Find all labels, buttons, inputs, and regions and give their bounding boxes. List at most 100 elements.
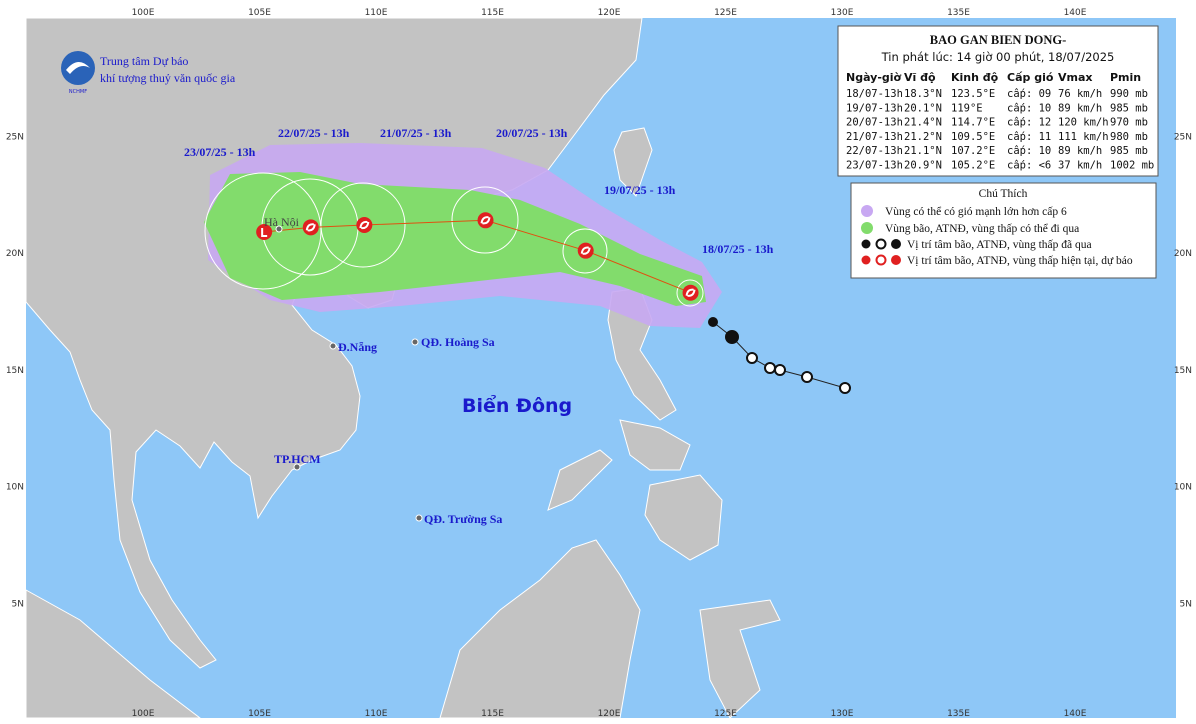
forecast-center xyxy=(477,212,494,229)
legend-icon xyxy=(875,254,887,266)
table-header: Pmin xyxy=(1110,71,1141,84)
storm-symbol xyxy=(480,216,491,225)
legend-icon xyxy=(861,239,871,249)
past-points xyxy=(708,317,851,394)
lon-label: 135E xyxy=(947,8,970,18)
lon-label: 115E xyxy=(481,8,504,18)
lat-label: 5N xyxy=(1180,599,1192,609)
storm-symbol xyxy=(305,223,316,232)
past-point xyxy=(839,382,851,394)
lat-label: 25N xyxy=(6,132,24,142)
org-name: Trung tâm Dự báo xyxy=(100,54,188,68)
past-point xyxy=(746,352,758,364)
lat-label: 15N xyxy=(1174,366,1192,376)
track-label: 23/07/25 - 13h xyxy=(184,145,256,159)
issue-time: Tin phát lúc: 14 giờ 00 phút, 18/07/2025 xyxy=(881,50,1115,64)
table-cell: 18/07-13h xyxy=(846,88,903,100)
logo-mark xyxy=(61,51,95,85)
past-point xyxy=(774,364,786,376)
table-cell: 107.2°E xyxy=(951,145,995,157)
table-cell: 89 km/h xyxy=(1058,145,1102,157)
forecast-center xyxy=(302,219,319,236)
radius-circle xyxy=(451,186,519,254)
past-point xyxy=(801,371,813,383)
lon-label: 140E xyxy=(1064,709,1087,719)
legend-panel xyxy=(850,182,1157,279)
sea-label: Biển Đông xyxy=(462,394,572,417)
table-cell: 20.1°N xyxy=(904,102,942,114)
table-cell: 105.2°E xyxy=(951,160,995,172)
legend: Chú Thích Vùng có thể có gió mạnh lớn hơ… xyxy=(850,182,1157,279)
table-header: Kinh độ xyxy=(951,71,999,84)
lon-label: 110E xyxy=(365,709,388,719)
forecast-track xyxy=(256,212,699,301)
lon-label: 115E xyxy=(481,709,504,719)
radius-circle xyxy=(676,279,704,307)
sulawesi xyxy=(699,599,781,719)
track-label: 18/07/25 - 13h xyxy=(702,242,774,256)
legend-title: Chú Thích xyxy=(979,188,1028,200)
table-cell: 120 km/h xyxy=(1058,117,1109,129)
lon-label: 130E xyxy=(831,709,854,719)
table-cell: 19/07-13h xyxy=(846,102,903,114)
lon-label: 100E xyxy=(132,709,155,719)
past-storm xyxy=(725,330,739,344)
table-cell: 1002 mb xyxy=(1110,160,1154,172)
table-cell: 970 mb xyxy=(1110,117,1148,129)
legend-item: Vùng bão, ATNĐ, vùng thấp có thể đi qua xyxy=(885,222,1079,235)
lat-label: 10N xyxy=(6,483,24,493)
info-box: BAO GAN BIEN DONG- Tin phát lúc: 14 giờ … xyxy=(837,25,1159,177)
forecast-center xyxy=(356,216,373,233)
table-cell: cấp: 11 xyxy=(1007,131,1051,143)
table-header: Ngày-giờ xyxy=(846,71,902,84)
table-cell: 22/07-13h xyxy=(846,145,903,157)
graticule-labels: 100E 100E 105E 105E 110E 110E 115E 115E 120E 120E… xyxy=(6,8,1192,719)
lon-label: 125E xyxy=(714,8,737,18)
city-dot xyxy=(329,342,337,350)
lat-label: 20N xyxy=(1174,249,1192,259)
forecast-center xyxy=(256,223,273,240)
table-cell: 18.3°N xyxy=(904,88,942,100)
table-cell: cấp: 10 xyxy=(1007,145,1051,157)
place-label: QĐ. Hoàng Sa xyxy=(421,335,495,349)
lon-label: 120E xyxy=(598,709,621,719)
table-header: Vĩ độ xyxy=(904,71,936,84)
table-cell: 21.1°N xyxy=(904,145,942,157)
storm-symbol xyxy=(685,288,696,297)
track-label: 21/07/25 - 13h xyxy=(380,126,452,140)
table-cell: 21.2°N xyxy=(904,131,942,143)
table-cell: 20.9°N xyxy=(904,160,942,172)
table-cell: 89 km/h xyxy=(1058,102,1102,114)
legend-icon xyxy=(875,238,887,250)
lat-label: 15N xyxy=(6,366,24,376)
lon-label: 125E xyxy=(714,709,737,719)
table-cell: 23/07-13h xyxy=(846,160,903,172)
forecast-center xyxy=(682,284,699,301)
logo-text: NCHMF xyxy=(69,89,87,95)
table-cell: 20/07-13h xyxy=(846,117,903,129)
org-name: khí tượng thuỷ văn quốc gia xyxy=(100,71,236,85)
table-header: Cấp gió xyxy=(1007,71,1054,84)
info-table: Ngày-giờ Vĩ độ Kinh độ Cấp gió Vmax Pmin 18/07… xyxy=(846,71,1154,172)
lon-label: 110E xyxy=(365,8,388,18)
table-cell: cấp: 10 xyxy=(1007,102,1051,114)
lat-label: 25N xyxy=(1174,132,1192,142)
city-dot xyxy=(411,338,419,346)
radius-circle xyxy=(562,228,608,274)
track-label: 19/07/25 - 13h xyxy=(604,183,676,197)
legend-swatch xyxy=(861,222,873,234)
table-cell: 985 mb xyxy=(1110,145,1148,157)
place-label: Hà Nội xyxy=(264,215,300,229)
table-cell: 37 km/h xyxy=(1058,160,1102,172)
low-symbol xyxy=(261,227,268,237)
lon-label: 105E xyxy=(248,709,271,719)
logo-swirl xyxy=(66,61,90,74)
lat-label: 5N xyxy=(12,599,24,609)
place-label: QĐ. Trường Sa xyxy=(424,512,502,526)
legend-icons xyxy=(861,238,901,266)
borneo xyxy=(439,539,641,719)
city-dot xyxy=(415,514,423,522)
table-cell: 990 mb xyxy=(1110,88,1148,100)
lon-label: 140E xyxy=(1064,8,1087,18)
lon-label: 130E xyxy=(831,8,854,18)
